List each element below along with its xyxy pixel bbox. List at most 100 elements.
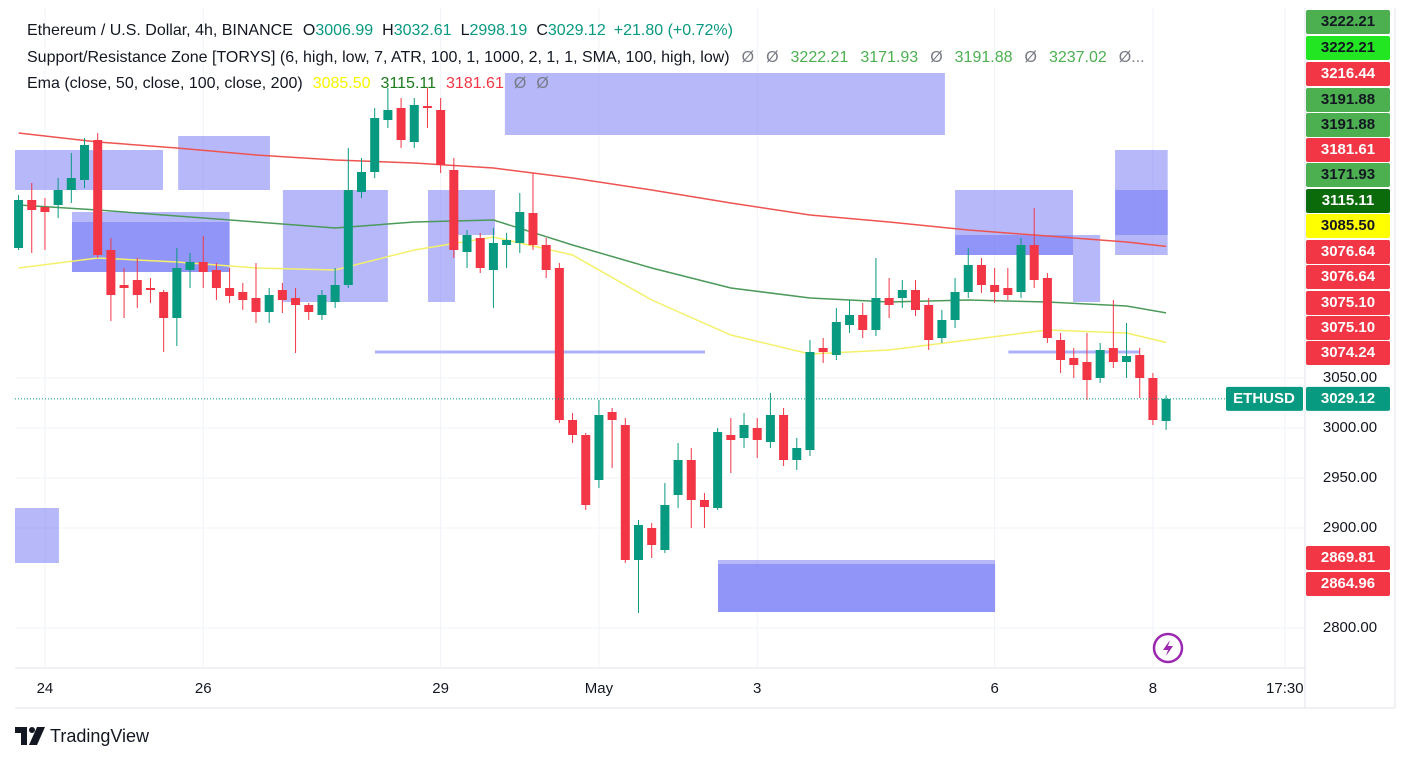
candle-body (14, 200, 24, 248)
price-tag-label: 3075.10 (1321, 294, 1375, 311)
logo-part (29, 727, 45, 745)
candle-body (1016, 245, 1026, 292)
candle-body (792, 448, 802, 460)
price-tag (1306, 36, 1390, 60)
candle-body (581, 435, 591, 505)
x-tick-label: 8 (1149, 680, 1157, 697)
price-tag (1306, 214, 1390, 238)
price-tag (1306, 62, 1390, 86)
candle-body (752, 428, 762, 440)
candle-body (594, 415, 604, 480)
sr-zone (718, 564, 996, 612)
candle-body (528, 213, 538, 245)
legend: Ethereum / U.S. Dollar, 4h, BINANCE O3006… (27, 18, 1145, 98)
candle-body (845, 315, 855, 325)
legend-text: Support/Resistance Zone [TORYS] (6, high… (27, 48, 730, 66)
last-price-label: 3029.12 (1321, 390, 1375, 407)
candle-body (937, 320, 947, 338)
price-tag (1306, 265, 1390, 289)
candle-body (713, 432, 723, 508)
logo-part (15, 727, 27, 745)
brand-name: TradingView (50, 726, 150, 746)
candle-body (1042, 278, 1052, 338)
candle-body (541, 245, 551, 270)
candle-body (449, 170, 459, 250)
candle-body (185, 262, 195, 270)
candle-body (1003, 288, 1013, 295)
candle-body (211, 270, 221, 288)
price-tag-label: 3115.11 (1322, 192, 1375, 209)
price-tag (1306, 10, 1390, 34)
candle-body (462, 235, 472, 252)
x-tick-label: May (585, 680, 614, 697)
y-tick-label: 3000.00 (1323, 419, 1377, 436)
price-tag-label: 3075.10 (1321, 319, 1375, 336)
price-tag-label: 2869.81 (1321, 549, 1375, 566)
legend-text: L (460, 22, 470, 39)
candle-body (897, 290, 907, 298)
sr-zone (15, 508, 59, 563)
candle-body (66, 178, 76, 190)
ema-line (18, 132, 1167, 248)
candle-body (304, 305, 314, 312)
price-tag (1306, 189, 1390, 213)
candle-body (607, 412, 617, 420)
candle-body (1095, 350, 1105, 378)
candle-body (436, 110, 446, 165)
candle-body (1122, 356, 1132, 362)
legend-text: Ø (536, 75, 549, 92)
legend-text: Ø... (1118, 48, 1145, 66)
legend-text: Ø (513, 75, 527, 92)
legend-text: H (382, 22, 394, 39)
candle-body (620, 425, 630, 560)
candle-body (172, 268, 182, 318)
candle-body (317, 295, 327, 315)
candle-body (502, 240, 512, 245)
candle-body (198, 262, 208, 272)
candle-body (660, 505, 670, 550)
price-tag (1306, 316, 1390, 340)
candle-body (726, 435, 736, 440)
price-tag (1306, 572, 1390, 596)
legend-text: Ø (766, 48, 779, 66)
candle-body (370, 118, 380, 172)
logo-part (29, 727, 35, 733)
candle-body (924, 305, 934, 340)
sr-zone (455, 190, 495, 235)
price-tag (1306, 113, 1390, 137)
price-tag (1306, 341, 1390, 365)
x-tick-label: 29 (432, 680, 449, 697)
candle-body (159, 292, 169, 318)
candle-body (568, 420, 578, 435)
price-tag-label: 3076.64 (1321, 268, 1376, 285)
candle-body (871, 298, 881, 330)
candle-body (765, 415, 775, 442)
candle-body (396, 108, 406, 140)
legend-row: Ema (close, 50, close, 100, close, 200) 3… (27, 71, 1145, 98)
legend-text: +21.80 (+0.72%) (613, 22, 733, 39)
lightning-icon[interactable] (1152, 632, 1184, 664)
candles (14, 88, 1171, 613)
candle-body (1056, 340, 1066, 360)
ticker-tag-label: ETHUSD (1233, 390, 1295, 407)
legend-text: 3191.88 (954, 48, 1013, 66)
candle-body (264, 295, 274, 312)
candle-body (699, 500, 709, 507)
candle-body (422, 106, 432, 108)
candle-body (343, 190, 353, 285)
x-tick-label: 17:30 (1266, 680, 1304, 697)
price-tag (1306, 138, 1390, 162)
candle-body (976, 265, 986, 285)
brand-logo (15, 727, 45, 745)
candle-body (409, 105, 419, 142)
price-tag-label: 3085.50 (1321, 217, 1375, 234)
axes: 2800.00 2900.00 2950.00 3000.00 3050.00 24 26 2… (15, 10, 1390, 697)
price-tag-label: 3222.21 (1321, 13, 1375, 30)
candle-body (634, 525, 643, 560)
candle-body (1161, 398, 1171, 422)
candle-body (818, 348, 828, 352)
ticker-tag (1226, 386, 1303, 411)
candle-body (475, 238, 485, 268)
